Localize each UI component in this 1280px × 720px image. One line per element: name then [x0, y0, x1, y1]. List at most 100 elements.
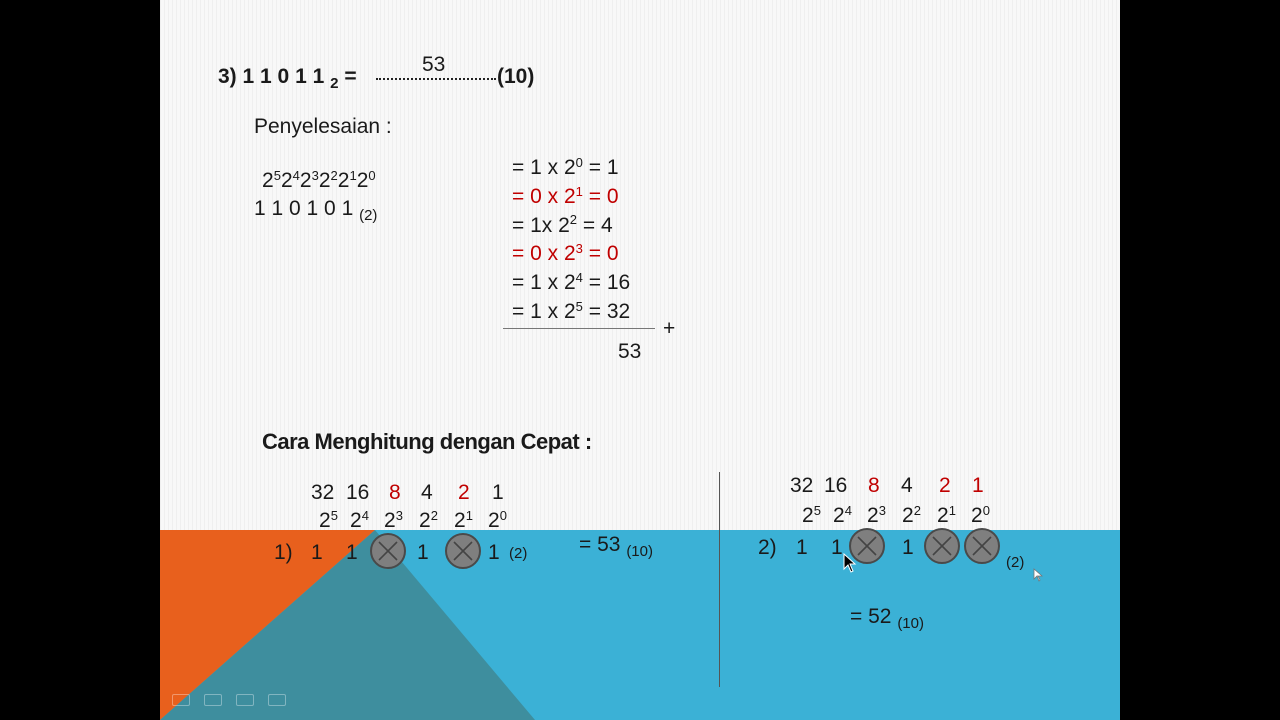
step-row: = 1x 22 = 4: [512, 212, 613, 237]
crossed-circle-icon: [964, 528, 1000, 564]
power-exponent: 4: [292, 167, 300, 183]
step-exponent: 3: [575, 241, 583, 257]
problem-statement: 3) 1 1 0 1 1 2 =: [218, 65, 357, 91]
power-exponent: 0: [982, 502, 990, 518]
power-label: 22: [419, 507, 438, 532]
power-label: 23: [867, 504, 886, 526]
teal-triangle: [160, 530, 535, 720]
bits-base: (2): [1006, 554, 1025, 571]
power-exponent: 1: [948, 502, 956, 518]
step-row: = 0 x 21 = 0: [512, 183, 619, 208]
example-2: 32 16 8 4 2 1 25 24 23 22 21 20 2) 1 1 1 (2) = 52 (10): [160, 15, 1120, 631]
mouse-cursor-icon: [1033, 568, 1043, 582]
answer-blank: [376, 78, 496, 80]
result-value: = 53: [579, 533, 621, 556]
power-exponent: 0: [368, 167, 376, 183]
place-value: 32: [311, 481, 335, 504]
slide-controls[interactable]: [172, 694, 286, 706]
power-exponent: 3: [395, 507, 403, 523]
bits-row: 1 1 0 1 0 1 (2): [254, 198, 377, 223]
bit-digit: 1: [417, 541, 429, 564]
power-exponent: 5: [330, 507, 338, 523]
power-label: 25: [802, 502, 821, 527]
slide: 3) 1 1 0 1 1 2 = (10) 53 Penyelesaian : …: [160, 0, 1120, 720]
crossed-circle-icon: [370, 533, 406, 569]
power-label: 25: [319, 507, 338, 531]
problem-prefix: 3): [218, 65, 237, 88]
power-label: 24: [833, 502, 852, 527]
power-exponent: 5: [813, 502, 821, 518]
power-base: 2: [337, 169, 350, 192]
power-exponent: 2: [430, 507, 438, 523]
quick-heading: Cara Menghitung dengan Cepat :: [262, 429, 592, 454]
example-result: = 52 (10): [850, 605, 924, 631]
power-exponent: 4: [361, 507, 369, 523]
total-value: 53: [618, 340, 642, 363]
bits-base: (2): [509, 545, 528, 562]
power-base: 2: [802, 504, 814, 527]
plus-sign: +: [663, 317, 676, 340]
step-result: = 16: [582, 271, 631, 295]
power-base: 2: [488, 509, 500, 532]
power-exponent: 2: [913, 502, 921, 518]
step-exponent: 0: [575, 154, 583, 170]
step-prefix: = 1x 2: [512, 213, 570, 237]
example-1: 32 16 8 4 2 1 25 24 23 22 21 20 1) 1 1 1 1 (2) = 53 (10): [160, 0, 1120, 569]
power-exponent: 4: [844, 502, 852, 518]
problem-answer: 53: [422, 53, 446, 76]
sum-line: [503, 328, 655, 329]
place-value: 2: [458, 481, 470, 504]
divider-line: [719, 472, 720, 687]
step-row: = 1 x 25 = 32: [512, 298, 631, 323]
step-result: = 1: [582, 156, 619, 179]
power-label: 21: [454, 509, 473, 531]
power-base: 2: [833, 504, 845, 527]
power-base: 2: [384, 509, 396, 532]
step-exponent: 2: [569, 212, 578, 228]
place-value: 8: [389, 481, 401, 504]
power-label: 22: [902, 502, 921, 527]
bit-digit: 1: [796, 536, 808, 559]
power-base: 2: [902, 504, 914, 527]
power-base: 2: [350, 509, 362, 532]
step-exponent: 1: [575, 183, 583, 199]
step-exponent: 5: [575, 298, 583, 314]
crossed-circle-icon: [445, 533, 481, 569]
problem-equals: =: [344, 65, 357, 88]
menu-icon[interactable]: [236, 694, 254, 706]
bits-base: (2): [359, 207, 378, 224]
power-exponent: 3: [311, 167, 319, 183]
step-row: = 1 x 20 = 1: [512, 154, 619, 179]
place-value: 16: [346, 481, 370, 504]
place-value: 4: [901, 474, 913, 497]
next-icon[interactable]: [268, 694, 286, 706]
step-row: = 0 x 23 = 0: [512, 241, 619, 264]
result-base: (10): [897, 615, 924, 632]
power-base: 2: [937, 504, 949, 527]
example-label: 2): [758, 536, 777, 559]
power-base: 2: [971, 504, 983, 527]
result-base: (10): [626, 543, 653, 560]
power-label: 20: [488, 509, 507, 532]
bit-digit: 1: [346, 541, 358, 564]
step-row: = 1 x 24 = 16: [512, 271, 631, 295]
crossed-circle-icon: [924, 528, 960, 564]
power-label: 23: [384, 507, 403, 532]
step-prefix: = 1 x 2: [512, 300, 576, 323]
power-base: 2: [262, 169, 274, 192]
step-prefix: = 0 x 2: [512, 184, 576, 208]
bit-digit: 1: [902, 536, 914, 559]
power-base: 2: [299, 169, 312, 192]
result-base: (10): [497, 65, 535, 88]
power-base: 2: [419, 509, 431, 532]
step-result: = 0: [582, 184, 619, 208]
pen-icon[interactable]: [204, 694, 222, 706]
example-label: 1): [274, 541, 293, 564]
result-value: = 52: [850, 605, 892, 628]
step-result: = 4: [577, 213, 613, 237]
step-result: = 32: [582, 300, 631, 323]
prev-icon[interactable]: [172, 694, 190, 706]
power-base: 2: [356, 169, 369, 192]
problem-base: 2: [330, 75, 339, 93]
power-base: 2: [280, 169, 293, 192]
